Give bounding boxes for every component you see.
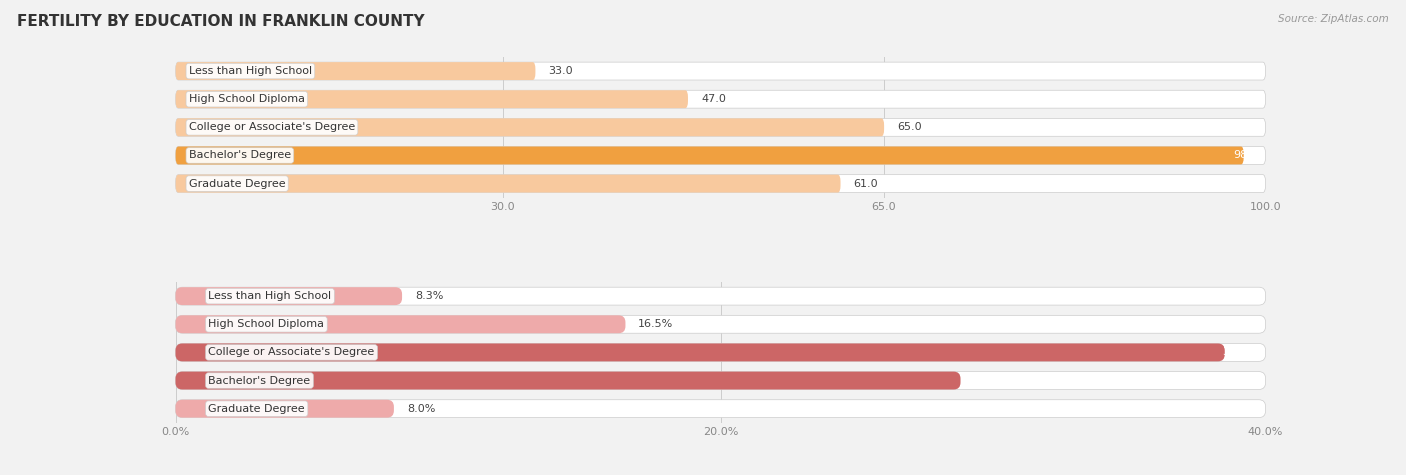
FancyBboxPatch shape [176,175,841,192]
Text: FERTILITY BY EDUCATION IN FRANKLIN COUNTY: FERTILITY BY EDUCATION IN FRANKLIN COUNT… [17,14,425,29]
Text: College or Associate's Degree: College or Associate's Degree [208,347,374,357]
FancyBboxPatch shape [176,175,1265,192]
FancyBboxPatch shape [176,315,626,333]
Text: 38.5%: 38.5% [1222,347,1258,357]
Text: 8.0%: 8.0% [406,404,434,414]
Text: Bachelor's Degree: Bachelor's Degree [188,151,291,161]
FancyBboxPatch shape [176,146,1244,164]
Text: 65.0: 65.0 [897,123,922,133]
Text: Graduate Degree: Graduate Degree [188,179,285,189]
FancyBboxPatch shape [176,400,1265,418]
FancyBboxPatch shape [176,400,394,418]
FancyBboxPatch shape [176,146,1265,164]
Text: Less than High School: Less than High School [188,66,312,76]
Text: High School Diploma: High School Diploma [208,319,325,329]
Text: College or Associate's Degree: College or Associate's Degree [188,123,356,133]
FancyBboxPatch shape [176,371,960,389]
FancyBboxPatch shape [176,90,688,108]
Text: 33.0: 33.0 [548,66,574,76]
FancyBboxPatch shape [176,90,1265,108]
Text: 8.3%: 8.3% [415,291,443,301]
Text: 61.0: 61.0 [853,179,879,189]
FancyBboxPatch shape [176,315,1265,333]
FancyBboxPatch shape [176,287,402,305]
Text: Graduate Degree: Graduate Degree [208,404,305,414]
Text: 98.0: 98.0 [1233,151,1258,161]
FancyBboxPatch shape [176,62,1265,80]
FancyBboxPatch shape [176,118,1265,136]
FancyBboxPatch shape [176,371,1265,389]
Text: 47.0: 47.0 [702,94,725,104]
FancyBboxPatch shape [176,343,1225,361]
FancyBboxPatch shape [176,118,884,136]
Text: Bachelor's Degree: Bachelor's Degree [208,376,311,386]
Text: High School Diploma: High School Diploma [188,94,305,104]
Text: Less than High School: Less than High School [208,291,332,301]
FancyBboxPatch shape [176,343,1265,361]
Text: Source: ZipAtlas.com: Source: ZipAtlas.com [1278,14,1389,24]
Text: 28.8%: 28.8% [1222,376,1258,386]
FancyBboxPatch shape [176,62,536,80]
Text: 16.5%: 16.5% [638,319,673,329]
FancyBboxPatch shape [176,287,1265,305]
